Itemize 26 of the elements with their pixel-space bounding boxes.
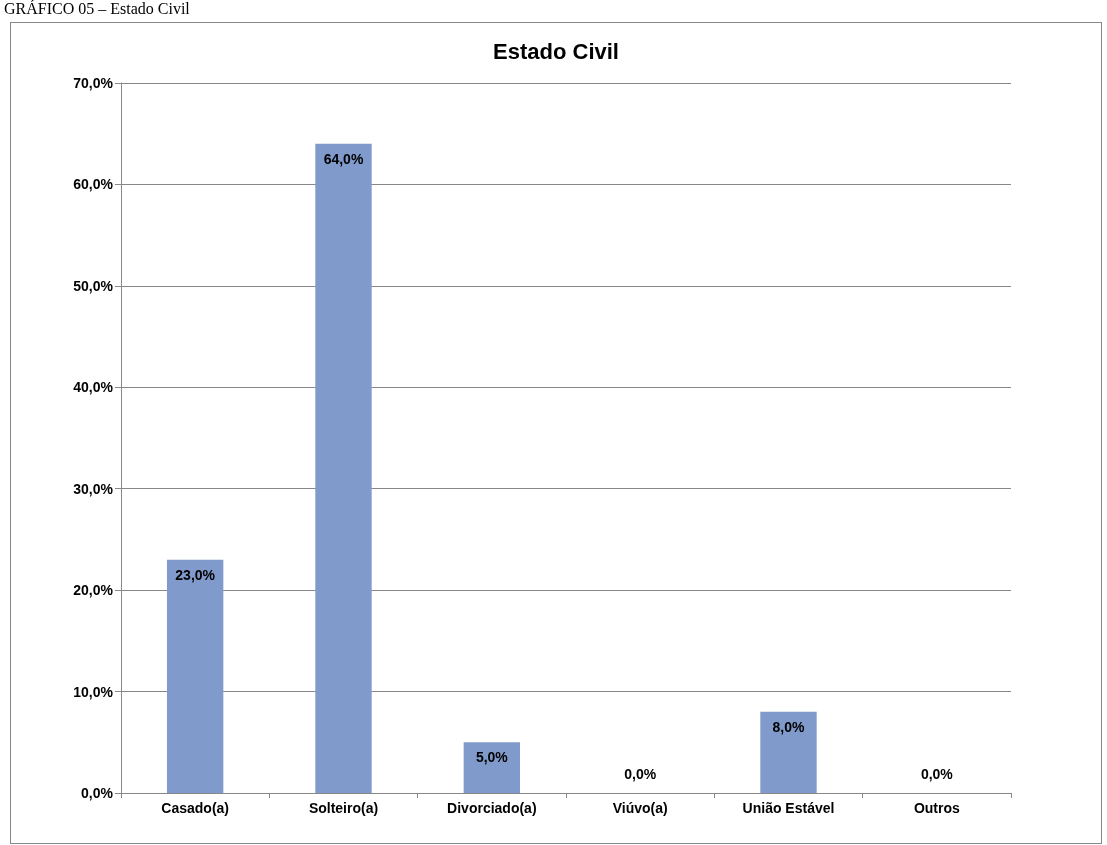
y-tick-label: 50,0% (73, 277, 114, 294)
y-tick-label: 60,0% (73, 176, 114, 193)
data-label: 64,0% (323, 150, 364, 167)
x-tick-label: Casado(a) (161, 800, 230, 816)
x-tick-label: Viúvo(a) (612, 800, 668, 816)
bar (760, 711, 817, 793)
y-tick-label: 10,0% (73, 683, 114, 700)
x-tick-label: Outros (913, 800, 960, 816)
y-tick-label: 40,0% (73, 379, 114, 396)
data-label: 8,0% (772, 718, 805, 735)
data-label: 0,0% (624, 766, 657, 782)
y-tick-label: 20,0% (73, 582, 114, 599)
text: GRÁFICO 05 – Estado Civil (4, 0, 190, 18)
x-tick-label: Solteiro(a) (308, 800, 379, 816)
y-tick-label: 30,0% (73, 480, 114, 497)
data-label: 0,0% (920, 766, 954, 782)
data-label: 5,0% (475, 749, 509, 766)
bar (463, 742, 521, 793)
x-tick-label: Divorciado(a) (447, 800, 537, 816)
y-tick-label: 0,0% (81, 785, 114, 801)
x-tick-label: União Estável (742, 800, 835, 816)
y-tick-label: 70,0% (73, 75, 114, 91)
bar (166, 559, 224, 793)
chart-title: Estado Civil (493, 38, 619, 64)
bar (315, 143, 372, 793)
data-label: 23,0% (175, 566, 216, 583)
